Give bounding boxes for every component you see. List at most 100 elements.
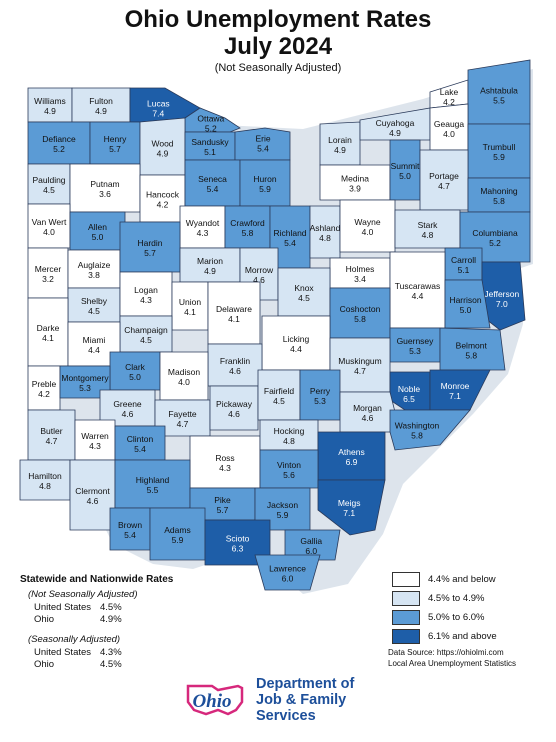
county-rate-label: 5.1 <box>204 147 216 157</box>
sa-oh-row: Ohio 4.5% <box>34 659 200 671</box>
county-name-label: Muskingum <box>338 356 381 366</box>
county-rate-label: 5.4 <box>207 184 219 194</box>
county-rate-label: 5.8 <box>354 314 366 324</box>
county-name-label: Wyandot <box>186 218 220 228</box>
county-name-label: Wood <box>151 139 173 149</box>
county-name-label: Hocking <box>274 426 305 436</box>
county-rate-label: 4.6 <box>253 275 265 285</box>
county-rate-label: 4.5 <box>273 396 285 406</box>
county-rate-label: 5.8 <box>493 196 505 206</box>
county-name-label: Miami <box>83 335 106 345</box>
county-rate-label: 4.7 <box>438 181 450 191</box>
county-rate-label: 4.8 <box>319 233 331 243</box>
source-line-2: Local Area Unemployment Statistics <box>388 659 517 668</box>
agency-name: Department of Job & Family Services <box>256 676 354 724</box>
county-name-label: Lake <box>440 87 459 97</box>
county-name-label: Portage <box>429 171 459 181</box>
agency-line-2: Job & Family <box>256 692 347 708</box>
county-rate-label: 5.0 <box>92 232 104 242</box>
sa-us-value: 4.3% <box>100 647 122 658</box>
county-name-label: Montgomery <box>61 373 109 383</box>
county-name-label: Mercer <box>35 264 62 274</box>
county-name-label: Holmes <box>346 264 375 274</box>
county-name-label: Knox <box>294 283 314 293</box>
county-shape-meigs <box>317 479 386 536</box>
data-source: Data Source: https://ohiolmi.com Local A… <box>388 647 516 669</box>
agency-line-1: Department of <box>256 676 355 692</box>
county-name-label: Medina <box>341 174 369 184</box>
county-rate-label: 4.3 <box>197 228 209 238</box>
county-name-label: Monroe <box>441 381 470 391</box>
county-rate-label: 4.5 <box>43 185 55 195</box>
county-name-label: Columbiana <box>472 228 518 238</box>
county-rate-label: 4.1 <box>228 314 240 324</box>
county-rate-label: 5.0 <box>129 372 141 382</box>
legend-label: 4.5% to 4.9% <box>428 593 485 604</box>
county-rate-label: 4.9 <box>204 266 216 276</box>
county-name-label: Champaign <box>124 325 168 335</box>
nsa-us-row: United States 4.5% <box>34 602 200 614</box>
sa-oh-label: Ohio <box>34 659 55 670</box>
county-rate-label: 5.4 <box>284 238 296 248</box>
county-name-label: Meigs <box>338 498 361 508</box>
county-name-label: Highland <box>136 475 170 485</box>
nsa-us-value: 4.5% <box>100 602 122 613</box>
source-line-1: Data Source: https://ohiolmi.com <box>388 648 504 657</box>
sa-label: (Seasonally Adjusted) <box>28 634 121 645</box>
county-rate-label: 4.6 <box>362 413 374 423</box>
county-shape-lawrence <box>254 554 321 591</box>
county-name-label: Shelby <box>81 296 108 306</box>
county-name-label: Auglaize <box>78 260 111 270</box>
county-rate-label: 3.9 <box>349 184 361 194</box>
county-name-label: Fayette <box>168 409 197 419</box>
county-name-label: Tuscarawas <box>395 281 441 291</box>
county-shape-washington <box>389 409 471 451</box>
county-name-label: Fairfield <box>264 386 295 396</box>
county-rate-label: 6.0 <box>282 574 294 584</box>
county-rate-label: 6.0 <box>305 546 317 556</box>
county-rate-label: 4.1 <box>184 307 196 317</box>
county-rate-label: 4.4 <box>290 344 302 354</box>
county-rate-label: 4.8 <box>422 230 434 240</box>
county-name-label: Guernsey <box>397 336 435 346</box>
county-name-label: Hancock <box>146 190 180 200</box>
county-rate-label: 4.6 <box>122 409 134 419</box>
county-rate-label: 4.2 <box>443 97 455 107</box>
map-legend: 4.4% and below 4.5% to 4.9% 5.0% to 6.0%… <box>392 570 497 646</box>
county-rate-label: 3.4 <box>354 274 366 284</box>
county-name-label: Delaware <box>216 304 252 314</box>
county-name-label: Madison <box>168 367 200 377</box>
legend-label: 4.4% and below <box>428 574 496 585</box>
county-name-label: Washington <box>395 420 440 430</box>
county-rate-label: 5.7 <box>217 505 229 515</box>
county-name-label: Union <box>179 297 201 307</box>
county-rate-label: 4.2 <box>38 389 50 399</box>
county-name-label: Ottawa <box>197 114 224 124</box>
county-rate-label: 4.7 <box>177 419 189 429</box>
county-name-label: Warren <box>81 431 109 441</box>
county-rate-label: 4.2 <box>157 200 169 210</box>
county-rate-label: 5.4 <box>134 444 146 454</box>
county-rate-label: 7.0 <box>496 299 508 309</box>
